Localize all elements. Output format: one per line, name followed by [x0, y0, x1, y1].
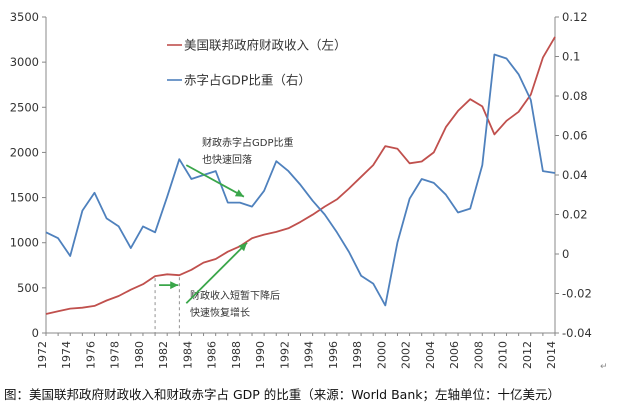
- series-lines: [45, 36, 556, 315]
- annotation-deficit-line-1: 财政赤字占GDP比重: [202, 136, 293, 149]
- y2-tick-label: 0.04: [562, 168, 588, 182]
- legend: 美国联邦政府财政收入（左） 赤字占GDP比重（右）: [167, 38, 347, 88]
- annotation-revenue-line-2: 快速恢复增长: [190, 306, 250, 319]
- x-tick-label: 2012: [521, 341, 534, 369]
- x-tick-label: 1980: [133, 341, 146, 369]
- x-tick-label: 2006: [448, 341, 461, 369]
- y2-tick-label: 0: [562, 247, 569, 261]
- x-tick-label: 2008: [472, 341, 485, 369]
- annotation-deficit: 财政赤字占GDP比重 也快速回落: [202, 136, 293, 166]
- annotation-revenue-line-1: 财政收入短暂下降后: [190, 289, 280, 302]
- x-tick-label: 1992: [278, 341, 291, 369]
- deficit-to-gdp-line: [45, 53, 556, 307]
- arrow-deficit-fall-shaft: [185, 164, 245, 198]
- x-tick-label: 1978: [109, 341, 122, 369]
- arrow-revenue-recovery-shaft: [185, 242, 248, 304]
- revenue-line: [45, 36, 556, 315]
- y-tick-label: 2500: [10, 100, 39, 114]
- y-tick-label: 1000: [10, 236, 39, 250]
- x-tick-label: 2000: [375, 341, 388, 369]
- x-ticks: 1972 1974 1976 1978 1980 1982 1984 1986 1988 1990…: [36, 333, 558, 369]
- legend-label-deficit: 赤字占GDP比重（右）: [184, 73, 311, 88]
- x-tick-label: 1974: [60, 341, 73, 369]
- x-tick-label: 1994: [303, 341, 316, 369]
- right-y-ticks: -0.04 -0.02 0 0.02 0.04 0.06 0.08 0.1 0.12: [555, 10, 592, 340]
- y-tick-label: 1500: [10, 191, 39, 205]
- figure-caption: 图：美国联邦政府财政收入和财政赤字占 GDP 的比重（来源：World Bank…: [4, 387, 560, 402]
- y2-tick-label: -0.02: [562, 287, 592, 301]
- x-tick-label: 2014: [545, 341, 558, 369]
- y2-tick-label: -0.04: [562, 326, 592, 340]
- chart: 0 500 1000 1500 2000 2500 3000 3500 -0.04 -0.02 0…: [10, 10, 592, 369]
- paragraph-mark: ↵: [600, 362, 608, 372]
- annotation-arrows: [159, 164, 248, 304]
- left-y-ticks: 0 500 1000 1500 2000 2500 3000 3500: [10, 10, 46, 340]
- y2-tick-label: 0.06: [562, 129, 588, 143]
- x-tick-label: 1998: [351, 341, 364, 369]
- y-tick-label: 3000: [10, 55, 39, 69]
- legend-label-revenue: 美国联邦政府财政收入（左）: [184, 38, 347, 53]
- arrow-revenue-short-dip-head: [170, 281, 179, 290]
- x-tick-label: 1984: [181, 341, 194, 369]
- y-tick-label: 500: [17, 281, 39, 295]
- y-tick-label: 2000: [10, 145, 39, 159]
- y2-tick-label: 0.1: [562, 50, 580, 64]
- annotation-revenue: 财政收入短暂下降后 快速恢复增长: [190, 289, 280, 319]
- arrow-revenue-recovery-head: [238, 242, 248, 252]
- x-tick-label: 2004: [424, 341, 437, 369]
- y2-tick-label: 0.02: [562, 208, 588, 222]
- x-tick-label: 2002: [400, 341, 413, 369]
- x-tick-label: 1982: [157, 341, 170, 369]
- y-tick-label: 0: [32, 326, 39, 340]
- x-tick-label: 1996: [327, 341, 340, 369]
- x-tick-label: 1988: [230, 341, 243, 369]
- arrow-deficit-fall-head: [234, 189, 244, 197]
- x-tick-label: 1972: [36, 341, 49, 369]
- annotation-deficit-line-2: 也快速回落: [202, 153, 252, 166]
- x-tick-label: 1976: [84, 341, 97, 369]
- y-tick-label: 3500: [10, 10, 39, 24]
- x-tick-label: 2010: [497, 341, 510, 369]
- x-tick-label: 1986: [206, 341, 219, 369]
- y2-tick-label: 0.12: [562, 10, 588, 24]
- x-tick-label: 1990: [254, 341, 267, 369]
- y2-tick-label: 0.08: [562, 89, 588, 103]
